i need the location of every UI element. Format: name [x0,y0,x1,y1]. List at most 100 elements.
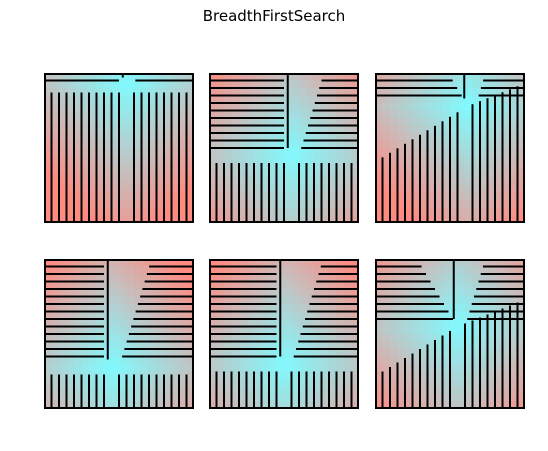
maze-cell [457,379,466,387]
maze-cell [405,349,413,357]
maze-cell [502,349,511,357]
maze-cell [74,170,82,179]
maze-cell [405,103,413,111]
maze-cell [141,178,150,186]
maze-cell [141,394,150,402]
maze-cell [299,349,307,357]
maze-cell [164,103,172,111]
maze-cell [412,401,421,409]
maze-cell [405,95,413,104]
maze-cell [291,289,300,297]
maze-cell [276,379,285,387]
maze-cell [291,80,300,89]
maze-cell [119,178,127,186]
maze-cell [321,170,330,179]
maze-cell [269,341,277,350]
maze-cell [405,118,413,126]
maze-cell [427,73,436,81]
maze-cell [321,215,330,223]
maze-cell [66,125,75,134]
maze-cell [344,281,352,290]
maze-cell [336,266,345,275]
maze-cell [261,73,270,81]
maze-cell [375,118,383,126]
maze-cell [517,163,525,171]
maze-cell [44,73,52,81]
maze-cell [487,170,496,179]
maze-cell [269,185,277,194]
maze-cell [457,334,466,342]
maze-cell [442,95,451,104]
maze-cell [465,371,473,380]
maze-cell [104,193,112,201]
maze-cell [420,215,428,223]
maze-cell [450,394,458,402]
maze-cell [472,200,481,209]
maze-cell [397,319,406,327]
maze-cell [291,103,300,111]
maze-cell [472,118,481,126]
maze-cell [510,311,518,320]
maze-cell [164,266,172,275]
maze-cell [261,88,270,96]
maze-cell [119,110,127,119]
maze-cell [502,80,511,89]
maze-cell [156,304,165,312]
maze-cell [405,170,413,179]
maze-cell [74,266,82,275]
maze-cell [216,394,225,402]
maze-cell [306,266,315,275]
maze-cell [321,341,330,350]
maze-cell [261,319,270,327]
maze-cell [186,200,194,209]
maze-cell [209,341,217,350]
maze-cell [239,356,247,365]
maze-cell [74,208,82,216]
maze-cell [299,386,307,395]
maze-cell [96,103,105,111]
maze-cell [51,125,60,134]
maze-cell [254,364,262,372]
maze-cell [254,148,262,156]
maze-cell [412,73,421,81]
maze-cell [284,386,292,395]
maze-cell [186,364,194,372]
maze-cell [472,281,481,290]
maze-cell [66,341,75,350]
maze-1-fill [44,73,194,223]
maze-cell [276,118,285,126]
maze-cell [427,319,436,327]
maze-cell [269,334,277,342]
maze-cell [306,379,315,387]
maze-cell [435,80,443,89]
maze-cell [59,326,67,335]
maze-cell [111,110,120,119]
maze-cell [81,401,90,409]
maze-cell [254,319,262,327]
maze-cell [269,259,277,267]
maze-cell [59,148,67,156]
maze-cell [291,208,300,216]
maze-cell [59,170,67,179]
maze-cell [66,185,75,194]
maze-cell [96,163,105,171]
maze-cell [291,311,300,320]
maze-cell [179,386,187,395]
maze-cell [224,178,232,186]
maze-cell [96,349,105,357]
maze-cell [224,95,232,104]
maze-cell [179,163,187,171]
maze-cell [276,401,285,409]
maze-cell [510,364,518,372]
maze-cell [104,215,112,223]
maze-cell [156,148,165,156]
maze-cell [420,386,428,395]
maze-cell [74,379,82,387]
maze-cell [149,118,157,126]
maze-cell [119,394,127,402]
maze-cell [104,73,112,81]
maze-cell [480,379,488,387]
maze-cell [397,266,406,275]
maze-cell [390,185,398,194]
maze-cell [329,155,337,164]
